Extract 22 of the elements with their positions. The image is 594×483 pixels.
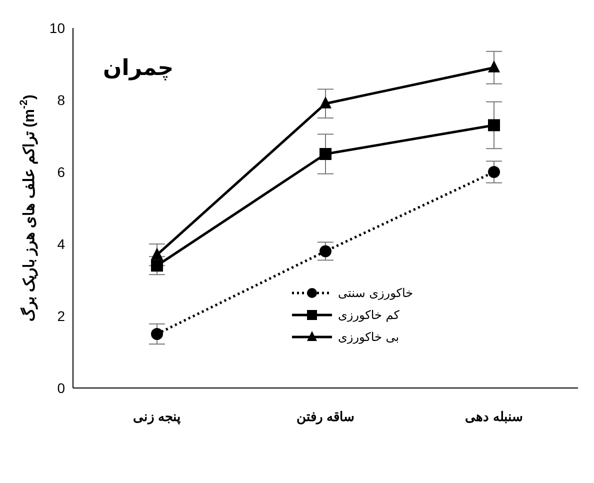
y-tick-label: 0	[57, 380, 66, 396]
x-tick-label: ساقه رفتن	[296, 409, 354, 426]
point	[151, 328, 163, 340]
point	[320, 148, 332, 160]
x-tick-label: پنجه زنی	[133, 409, 181, 426]
point	[488, 166, 500, 178]
y-tick-label: 6	[57, 164, 66, 180]
text: چمران	[103, 56, 174, 81]
y-tick-label: 8	[57, 92, 66, 108]
y-tick-label: 2	[57, 308, 66, 324]
point	[320, 245, 332, 258]
y-tick-label: 10	[49, 20, 66, 36]
x-tick-label: سنبله دهی	[465, 409, 523, 424]
point	[320, 96, 332, 108]
y-tick-label: 4	[57, 236, 66, 252]
legend-label: کم خاکورزی	[338, 308, 400, 322]
point	[151, 260, 163, 272]
legend-label: بی خاکورزی	[338, 330, 400, 344]
point	[488, 119, 500, 132]
point	[488, 60, 500, 72]
point	[151, 248, 163, 260]
legend-label: خاکورزی سنتی	[338, 286, 414, 300]
